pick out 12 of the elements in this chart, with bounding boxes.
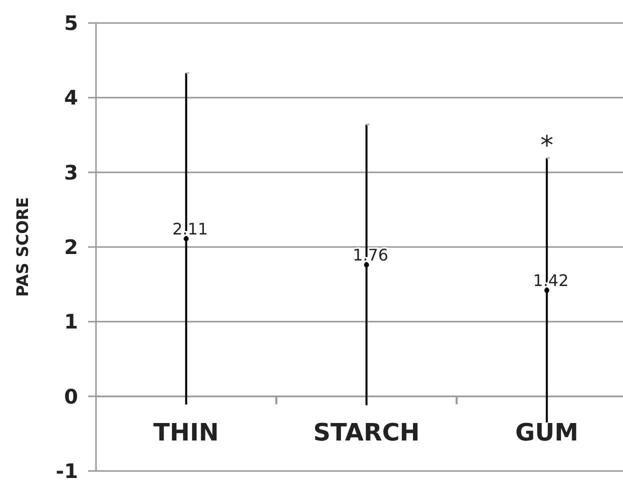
y-axis-title: PAS SCORE bbox=[13, 197, 32, 297]
x-tick-label: GUM bbox=[515, 418, 578, 446]
x-tick-label: STARCH bbox=[313, 418, 420, 446]
y-tick-label: 3 bbox=[64, 160, 78, 184]
y-tick-label: 0 bbox=[64, 384, 78, 408]
y-tick-label: -1 bbox=[56, 459, 78, 483]
y-tick-label: 4 bbox=[64, 86, 78, 110]
y-tick-label: 1 bbox=[64, 310, 78, 334]
x-tick-label: THIN bbox=[153, 418, 219, 446]
y-tick-label: 2 bbox=[64, 235, 78, 259]
y-tick-label: 5 bbox=[64, 11, 78, 35]
annotation: * bbox=[540, 131, 554, 162]
